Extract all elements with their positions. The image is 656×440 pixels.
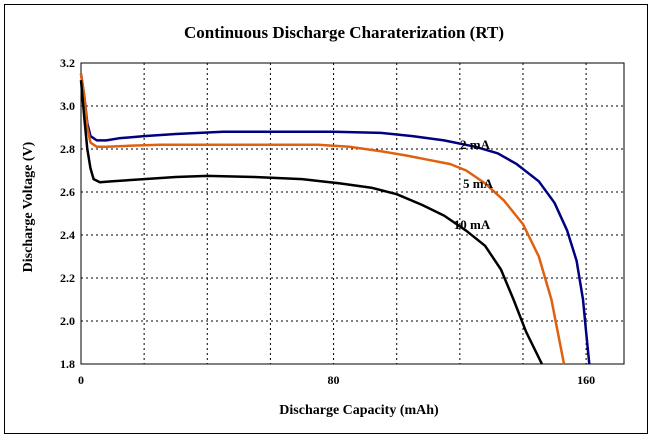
x-tick-label: 160: [577, 373, 595, 387]
series-group: [79, 73, 591, 365]
y-tick-label: 1.8: [60, 357, 75, 371]
y-axis-title: Discharge Voltage (V): [21, 141, 36, 272]
y-tick-label: 2.8: [60, 142, 75, 156]
y-tick-label: 2.2: [60, 271, 75, 285]
series-label: 2 mA: [460, 137, 491, 152]
plot-area: [80, 62, 625, 365]
y-tick-label: 3.0: [60, 99, 75, 113]
y-tick-labels: 1.8 2.0 2.2 2.4 2.6 2.8 3.0 3.2: [60, 56, 75, 371]
series-line: [79, 80, 544, 365]
y-tick-label: 2.0: [60, 314, 75, 328]
grid-lines: [81, 62, 624, 364]
y-tick-label: 3.2: [60, 56, 75, 70]
y-tick-label: 2.4: [60, 228, 75, 242]
chart-title: Continuous Discharge Charaterization (RT…: [184, 23, 504, 42]
series-labels: 2 mA 5 mA 10 mA: [454, 137, 494, 232]
series-label: 5 mA: [463, 176, 494, 191]
x-tick-label: 80: [328, 373, 340, 387]
y-tick-label: 2.6: [60, 185, 75, 199]
series-label: 10 mA: [454, 217, 491, 232]
x-axis-title: Discharge Capacity (mAh): [279, 403, 439, 418]
series-line: [79, 73, 591, 365]
series-line: [79, 73, 566, 365]
x-tick-label: 0: [78, 373, 84, 387]
x-tick-labels: 0 80 160: [78, 373, 595, 387]
